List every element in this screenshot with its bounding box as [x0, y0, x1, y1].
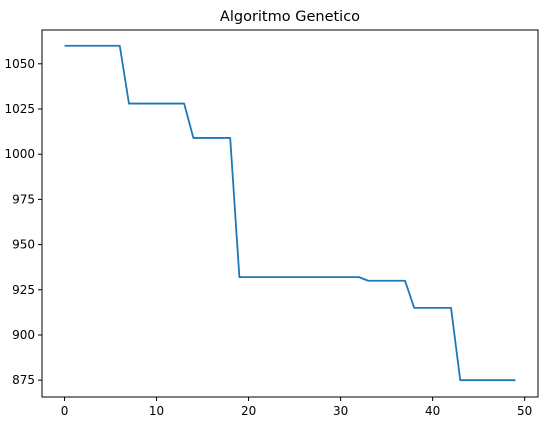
y-axis: 875 900 925 950 975 1000 1025 1050: [4, 57, 42, 387]
x-axis: 0 10 20 30 40 50: [61, 397, 532, 418]
plot-area: [41, 29, 539, 398]
y-tick-label: 900: [12, 328, 35, 342]
x-tick-label: 30: [333, 404, 348, 418]
x-tick-label: 40: [425, 404, 440, 418]
y-tick-label: 975: [12, 192, 35, 206]
x-tick-label: 20: [241, 404, 256, 418]
y-tick-label: 875: [12, 373, 35, 387]
chart-title: Algoritmo Genetico: [220, 9, 360, 25]
y-tick-label: 1025: [4, 102, 35, 116]
y-tick-label: 950: [12, 238, 35, 252]
y-tick-label: 925: [12, 283, 35, 297]
x-tick-label: 50: [517, 404, 532, 418]
y-tick-label: 1050: [4, 57, 35, 71]
series-line: [64, 44, 516, 382]
y-tick-label: 1000: [4, 147, 35, 161]
x-tick-label: 10: [149, 404, 164, 418]
x-tick-label: 0: [61, 404, 69, 418]
axes-frame: [41, 29, 539, 398]
